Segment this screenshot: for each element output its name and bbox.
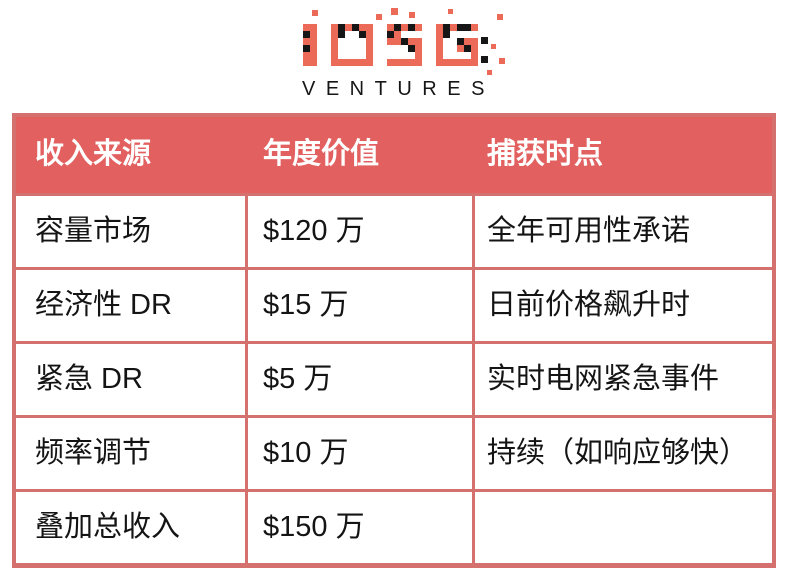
cell-r2-source: 紧急 DR [16,341,248,415]
column-header-timing: 捕获时点 [475,117,772,193]
cell-r0-value: $120 万 [248,193,475,267]
ventures-wordmark: VENTURES [302,78,495,100]
cell-r2-timing: 实时电网紧急事件 [475,341,772,415]
revenue-table: 收入来源 年度价值 捕获时点 容量市场 $120 万 全年可用性承诺 经济性 D… [12,113,776,568]
cell-r4-value: $150 万 [248,489,475,563]
cell-r1-source: 经济性 DR [16,267,248,341]
cell-r4-source: 叠加总收入 [16,489,248,563]
column-header-source: 收入来源 [16,117,248,193]
cell-r0-source: 容量市场 [16,193,248,267]
iosg-pixel-logo-icon [303,8,505,75]
iosg-logo: VENTURES [0,0,788,113]
cell-r3-value: $10 万 [248,415,475,489]
cell-r0-timing: 全年可用性承诺 [475,193,772,267]
column-header-value: 年度价值 [248,117,475,193]
cell-r4-timing [475,489,772,563]
cell-r2-value: $5 万 [248,341,475,415]
cell-r1-value: $15 万 [248,267,475,341]
cell-r1-timing: 日前价格飙升时 [475,267,772,341]
cell-r3-timing: 持续（如响应够快） [475,415,772,489]
cell-r3-source: 频率调节 [16,415,248,489]
